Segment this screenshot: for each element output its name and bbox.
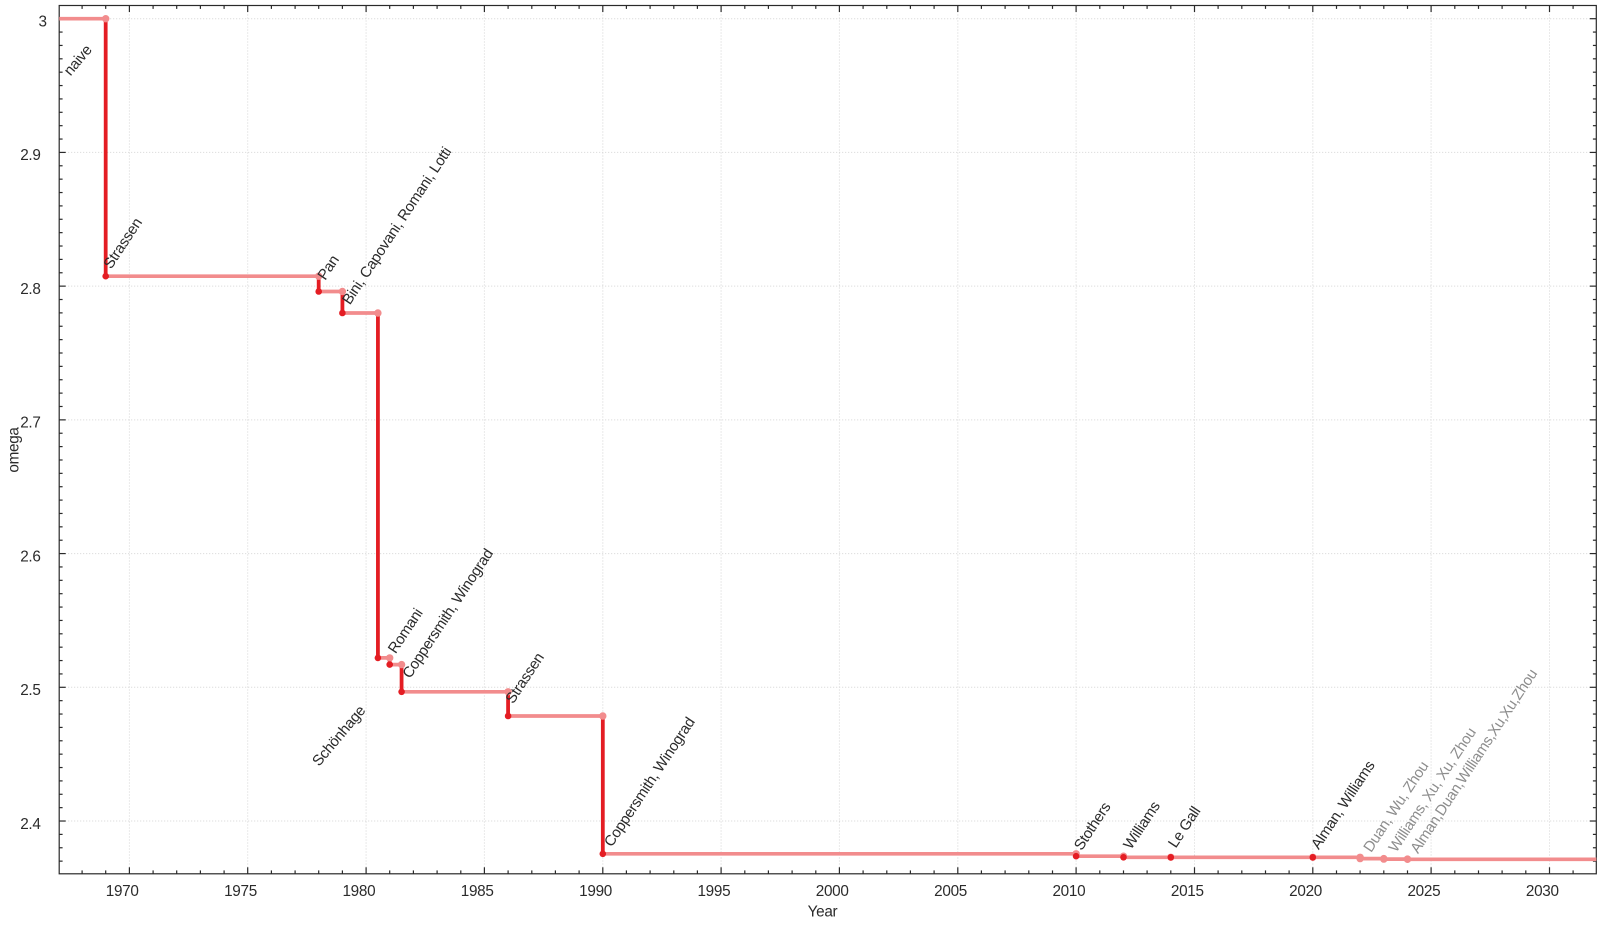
svg-text:2000: 2000 [816,883,849,900]
svg-text:1975: 1975 [224,883,257,900]
svg-text:2.8: 2.8 [20,281,40,298]
svg-text:2010: 2010 [1052,883,1085,900]
svg-text:2.4: 2.4 [20,816,41,833]
svg-text:1995: 1995 [697,883,730,900]
svg-text:1985: 1985 [461,883,494,900]
svg-text:2015: 2015 [1171,883,1204,900]
svg-text:2.7: 2.7 [20,415,40,432]
svg-text:1980: 1980 [342,883,375,900]
svg-text:2.6: 2.6 [20,548,40,565]
svg-text:Year: Year [808,904,838,920]
svg-text:2.5: 2.5 [20,682,40,699]
svg-text:2005: 2005 [934,883,967,900]
svg-text:1970: 1970 [106,883,139,900]
svg-text:2020: 2020 [1289,883,1322,900]
svg-text:2.9: 2.9 [20,147,40,164]
svg-text:3: 3 [38,14,46,31]
svg-text:omega: omega [6,427,23,473]
svg-text:1990: 1990 [579,883,612,900]
svg-text:2025: 2025 [1407,883,1440,900]
svg-text:2030: 2030 [1526,883,1559,900]
